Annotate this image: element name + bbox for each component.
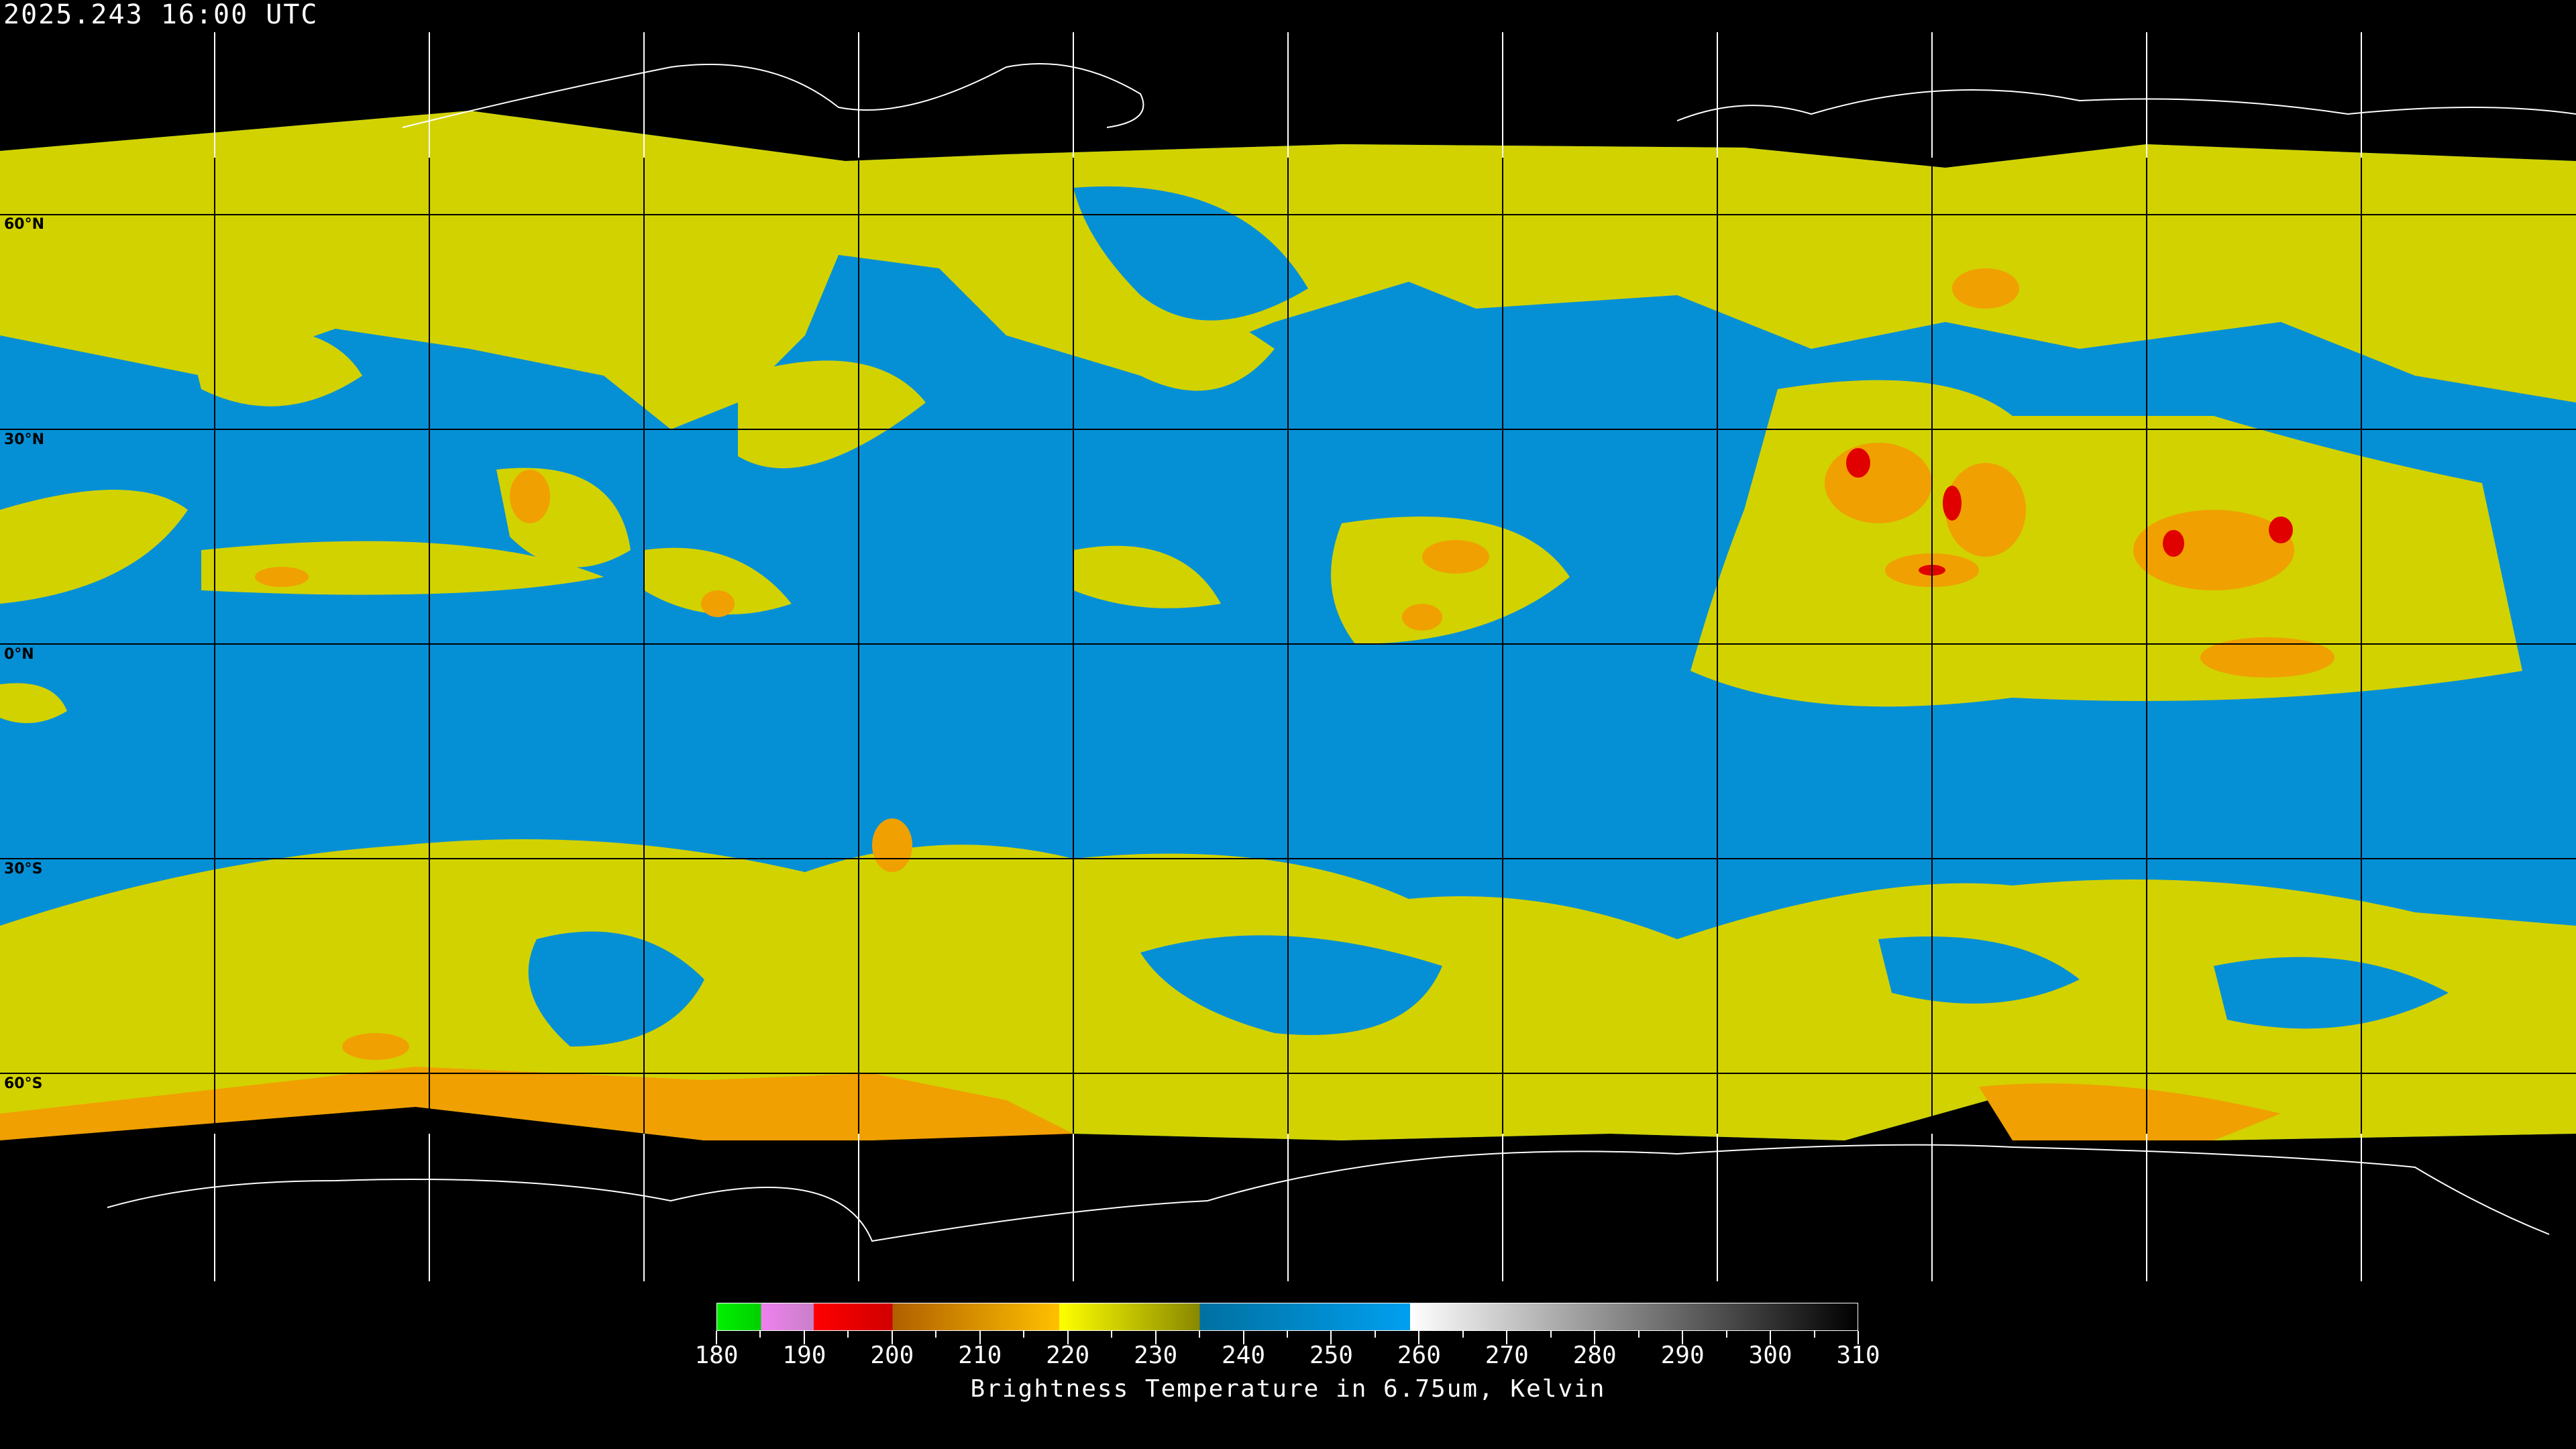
colorbar-tick xyxy=(716,1331,717,1344)
colorbar-tick xyxy=(1594,1331,1596,1344)
colorbar-tick-label: 230 xyxy=(1134,1342,1178,1369)
lat-label-equator: 0°N xyxy=(4,646,34,663)
colorbar-tick xyxy=(935,1331,937,1338)
colorbar-tick xyxy=(1550,1331,1552,1338)
colorbar-tick-label: 310 xyxy=(1836,1342,1880,1369)
lat-label-30s: 30°S xyxy=(4,861,43,877)
colorbar-title: Brightness Temperature in 6.75um, Kelvin xyxy=(970,1375,1606,1403)
timestamp-label: 2025.243 16:00 UTC xyxy=(3,0,319,30)
colorbar-tick-label: 190 xyxy=(782,1342,826,1369)
colorbar-tick xyxy=(1638,1331,1640,1338)
colorbar-tick xyxy=(1242,1331,1244,1344)
colorbar xyxy=(716,1303,1858,1331)
colorbar-tick xyxy=(1067,1331,1069,1344)
colorbar-tick xyxy=(1462,1331,1464,1338)
colorbar-tick xyxy=(1374,1331,1376,1338)
colorbar-tick xyxy=(759,1331,761,1338)
colorbar-tick xyxy=(1725,1331,1727,1338)
colorbar-tick xyxy=(1199,1331,1201,1338)
colorbar-tick xyxy=(1111,1331,1113,1338)
colorbar-tick-label: 220 xyxy=(1046,1342,1090,1369)
colorbar-tick xyxy=(1682,1331,1684,1344)
colorbar-tick-label: 260 xyxy=(1397,1342,1441,1369)
colorbar-tick-label: 180 xyxy=(694,1342,739,1369)
colorbar-tick xyxy=(891,1331,893,1344)
colorbar-tick-label: 290 xyxy=(1660,1342,1705,1369)
colorbar-tick-label: 300 xyxy=(1748,1342,1792,1369)
colorbar-tick xyxy=(1023,1331,1025,1338)
colorbar-tick xyxy=(1506,1331,1508,1344)
colorbar-tick xyxy=(803,1331,805,1344)
colorbar-tick-label: 270 xyxy=(1485,1342,1529,1369)
colorbar-tick-label: 240 xyxy=(1222,1342,1266,1369)
very-cold-cloud-tops xyxy=(1846,448,2293,576)
cold-cloud-tops xyxy=(0,268,2334,1140)
colorbar-tick xyxy=(1330,1331,1332,1344)
lat-label-30n: 30°N xyxy=(4,431,45,448)
colorbar-tick xyxy=(1418,1331,1420,1344)
colorbar-tick xyxy=(1813,1331,1815,1338)
lat-label-60n: 60°N xyxy=(4,216,45,233)
colorbar-tick-label: 200 xyxy=(870,1342,914,1369)
colorbar-tick-label: 210 xyxy=(958,1342,1002,1369)
colorbar-tick xyxy=(847,1331,849,1338)
graticule xyxy=(0,32,2576,1281)
lat-label-60s: 60°S xyxy=(4,1075,43,1092)
colorbar-tick xyxy=(979,1331,981,1344)
colorbar-tick-label: 250 xyxy=(1309,1342,1353,1369)
colorbar-tick-label: 280 xyxy=(1572,1342,1617,1369)
colorbar-ticks xyxy=(716,1331,1859,1344)
colorbar-tick xyxy=(1155,1331,1157,1344)
colorbar-tick xyxy=(1858,1331,1859,1344)
colorbar-tick xyxy=(1287,1331,1288,1338)
colorbar-tick xyxy=(1770,1331,1772,1344)
water-vapor-map xyxy=(0,32,2576,1281)
